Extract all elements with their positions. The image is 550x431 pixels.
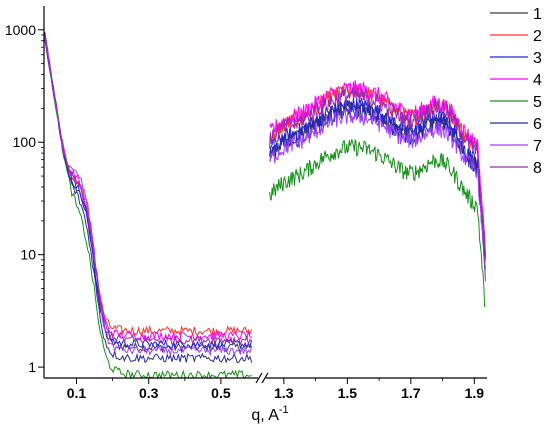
x-tick-label: 1.5 — [338, 385, 358, 401]
series-line-high-7 — [269, 107, 486, 282]
y-tick-label: 100 — [13, 134, 37, 150]
y-tick-label: 1000 — [5, 22, 36, 38]
series-line-low-8 — [44, 34, 252, 347]
series-line-low-7 — [44, 35, 253, 357]
series-line-low-4 — [44, 37, 252, 342]
legend-label: 4 — [533, 72, 542, 89]
x-axis-title: q, A-1 — [251, 404, 288, 424]
series-line-high-5 — [269, 138, 486, 308]
axis-break-mark — [261, 372, 269, 384]
series-line-high-8 — [269, 87, 486, 259]
series-line-low-3 — [44, 38, 253, 351]
series-line-low-6 — [44, 31, 253, 364]
axes: 1 10 100 1000 0.1 0.3 0.5 1.3 1.5 1.7 1.9 — [5, 6, 487, 401]
x-tick-label: 1.9 — [465, 385, 485, 401]
legend-label: 2 — [533, 28, 542, 45]
series-line-low-2 — [44, 35, 253, 338]
legend-label: 1 — [533, 6, 542, 23]
x-tick-label: 0.3 — [139, 385, 159, 401]
x-tick-label: 0.5 — [211, 385, 231, 401]
legend-label: 7 — [533, 138, 542, 155]
legend-label: 5 — [533, 94, 542, 111]
y-tick-label: 10 — [20, 247, 36, 263]
legend-label: 3 — [533, 50, 542, 67]
x-tick-label: 1.7 — [401, 385, 421, 401]
series-lines — [44, 31, 486, 380]
x-tick-label: 1.3 — [274, 385, 294, 401]
legend-label: 6 — [533, 116, 542, 133]
axis-break-mark — [255, 372, 263, 384]
y-tick-label: 1 — [28, 359, 36, 375]
series-line-high-3 — [269, 96, 486, 259]
legend: 1 2 3 4 5 6 7 8 — [490, 6, 542, 177]
series-line-high-1 — [269, 100, 486, 270]
legend-label: 8 — [533, 160, 542, 177]
x-tick-label: 0.1 — [67, 385, 87, 401]
series-line-low-5 — [44, 34, 252, 380]
